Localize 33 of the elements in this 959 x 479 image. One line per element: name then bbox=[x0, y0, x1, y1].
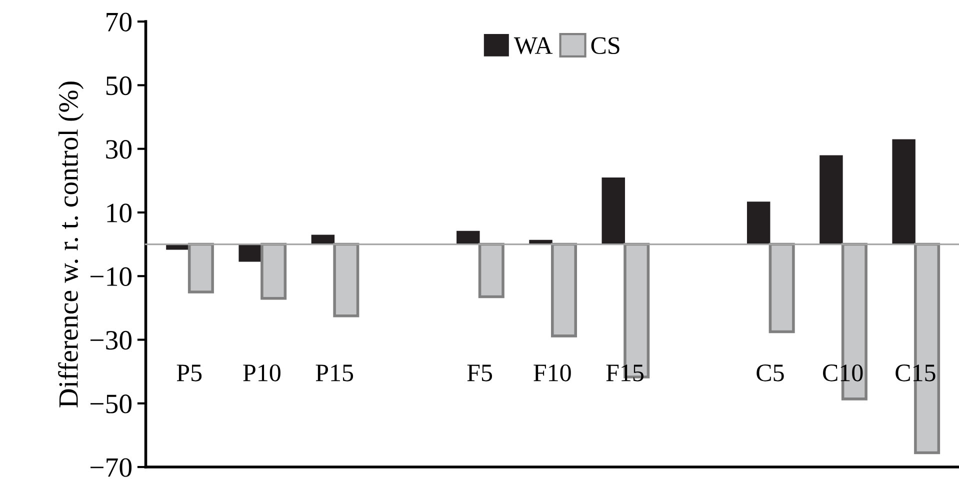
y-tick-label: −70 bbox=[90, 458, 132, 477]
x-tick-label: C15 bbox=[896, 364, 936, 382]
bar bbox=[456, 230, 480, 244]
bar bbox=[188, 242, 214, 294]
y-tick-label: 10 bbox=[107, 204, 132, 222]
x-tick-label: F5 bbox=[467, 364, 492, 382]
y-tick-label: −10 bbox=[90, 267, 132, 286]
bar bbox=[260, 242, 287, 300]
y-axis-title: Difference w. r. t. control (%) bbox=[58, 82, 84, 408]
y-tick-label: −30 bbox=[90, 330, 132, 350]
x-tick-label: P10 bbox=[243, 364, 280, 382]
x-tick-label: P15 bbox=[316, 364, 354, 382]
legend-label: WA bbox=[514, 37, 553, 54]
bar bbox=[746, 202, 770, 244]
x-tick-label: F15 bbox=[606, 364, 644, 382]
bar bbox=[602, 177, 625, 244]
x-tick-label: F10 bbox=[534, 364, 571, 382]
bar bbox=[333, 242, 360, 318]
bar bbox=[768, 242, 795, 334]
y-tick-label: −50 bbox=[90, 394, 132, 414]
x-tick-label: C5 bbox=[756, 364, 784, 382]
bar bbox=[892, 139, 916, 244]
y-tick-label: 50 bbox=[106, 76, 132, 96]
bar bbox=[550, 242, 578, 338]
bar bbox=[820, 155, 843, 244]
bar bbox=[238, 244, 262, 262]
legend-label: CS bbox=[591, 37, 620, 54]
x-tick-label: C10 bbox=[823, 364, 863, 382]
x-tick-label: P5 bbox=[176, 364, 202, 382]
y-tick-label: 30 bbox=[106, 140, 132, 159]
bar bbox=[478, 242, 504, 298]
bar bbox=[311, 234, 335, 244]
y-tick-label: 70 bbox=[106, 12, 132, 32]
